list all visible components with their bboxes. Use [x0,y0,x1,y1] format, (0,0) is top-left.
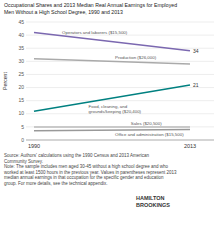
y-tick-label: 35 [18,45,24,51]
series-label: Sales ($20,500) [131,121,163,126]
grid-line [26,22,214,23]
title: Men Without a High School Degree, 1990 a… [4,9,123,15]
y-tick-label: 10 [18,110,24,116]
source-text: median annual earnings in that occupatio… [4,175,164,180]
grid-line [26,100,214,101]
grid-line [26,87,214,88]
y-axis-label: Percent [2,72,8,90]
annotation: HAMILTON [136,195,165,201]
series-label: grounds/keeping ($20,400) [89,109,142,114]
source-text: Note: The sample includes men aged 30-45… [4,164,169,169]
series-line [34,126,190,128]
y-tick-label: 25 [18,71,24,77]
chart-container: Occupational Shares and 2013 Median Real… [0,0,220,229]
series-label: Production ($26,000) [115,55,157,60]
y-tick-label: 20 [18,84,24,90]
end-label: 21 [193,82,199,88]
source-text: Community Survey. [4,159,43,164]
x-axis-line [26,140,214,141]
grid-line [26,140,214,141]
chart: Occupational Shares and 2013 Median Real… [0,0,220,229]
series-label: Operators and laborers ($15,500) [62,30,128,35]
source-text: worked at least 1500 hours in the previo… [4,170,177,175]
y-tick-label: 0 [21,137,24,143]
series-line [34,85,190,111]
series-line [34,59,190,64]
annotation: BROOKINGS [136,202,170,208]
series-line [34,130,190,131]
y-tick-label: 45 [18,19,24,25]
y-tick-label: 30 [18,58,24,64]
x-tick-label: 1990 [28,143,40,149]
title: Occupational Shares and 2013 Median Real… [4,2,177,8]
x-tick-label: 2013 [184,143,196,149]
y-tick-label: 15 [18,97,24,103]
source-text: group. For more details, see the technic… [4,181,108,186]
lines [34,32,190,130]
y-tick-label: 5 [21,124,24,130]
grid-line [26,126,214,127]
series-label: Office and administration ($15,500) [115,132,184,137]
grid [26,22,214,140]
y-tick-label: 40 [18,32,24,38]
grid-line [26,74,214,75]
end-label: 34 [193,48,199,54]
series-line [34,32,190,50]
grid-line [26,48,214,49]
source-text: Source: Authors' calculations using the … [4,153,149,158]
